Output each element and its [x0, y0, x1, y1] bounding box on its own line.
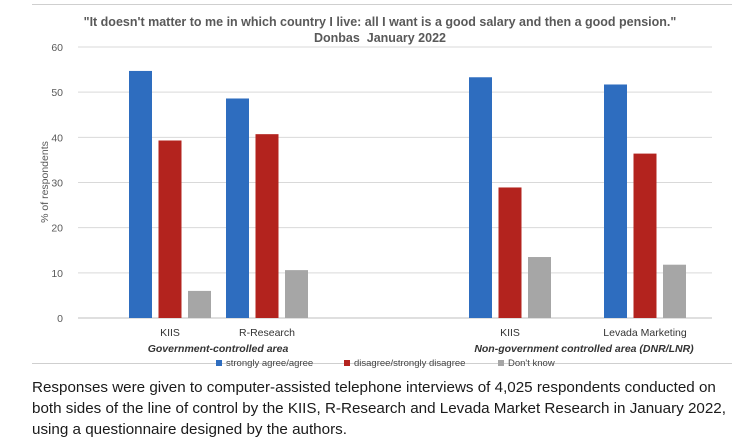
figure-caption: Responses were given to computer-assiste…: [32, 379, 726, 438]
y-tick-label: 60: [51, 42, 63, 54]
legend-swatch: [344, 360, 350, 366]
bar: [255, 134, 279, 318]
bar: [188, 290, 211, 318]
group-label: Government-controlled area: [148, 343, 289, 355]
bar: [633, 153, 657, 318]
legend-swatch: [498, 360, 504, 366]
y-tick-label: 50: [51, 87, 63, 99]
y-tick-label: 10: [51, 268, 63, 280]
bar: [226, 98, 249, 319]
x-tick-label: KIIS: [160, 327, 180, 339]
x-tick-label: Levada Marketing: [603, 327, 687, 339]
y-axis-label: % of respondents: [39, 141, 51, 223]
legend-label: disagree/strongly disagree: [354, 358, 465, 369]
x-tick-label: R-Research: [239, 327, 295, 339]
bar-chart: "It doesn't matter to me in which countr…: [39, 15, 712, 369]
bar: [528, 257, 551, 318]
bar: [469, 77, 492, 319]
bar: [604, 84, 627, 318]
x-tick-label: KIIS: [500, 327, 520, 339]
legend-label: strongly agree/agree: [226, 358, 313, 369]
legend-swatch: [216, 360, 222, 366]
group-label: Non-government controlled area (DNR/LNR): [474, 343, 694, 355]
bar: [498, 187, 522, 318]
bar: [285, 270, 308, 318]
legend-label: Don't know: [508, 358, 555, 369]
y-tick-label: 20: [51, 223, 63, 235]
y-tick-label: 40: [51, 132, 63, 144]
y-tick-label: 0: [57, 313, 63, 325]
y-tick-label: 30: [51, 178, 63, 190]
chart-title: "It doesn't matter to me in which countr…: [84, 15, 677, 29]
bar: [129, 70, 152, 319]
bar: [663, 264, 686, 318]
chart-frame: [32, 4, 732, 364]
bar: [158, 140, 182, 318]
chart-subtitle: Donbas January 2022: [314, 31, 446, 45]
